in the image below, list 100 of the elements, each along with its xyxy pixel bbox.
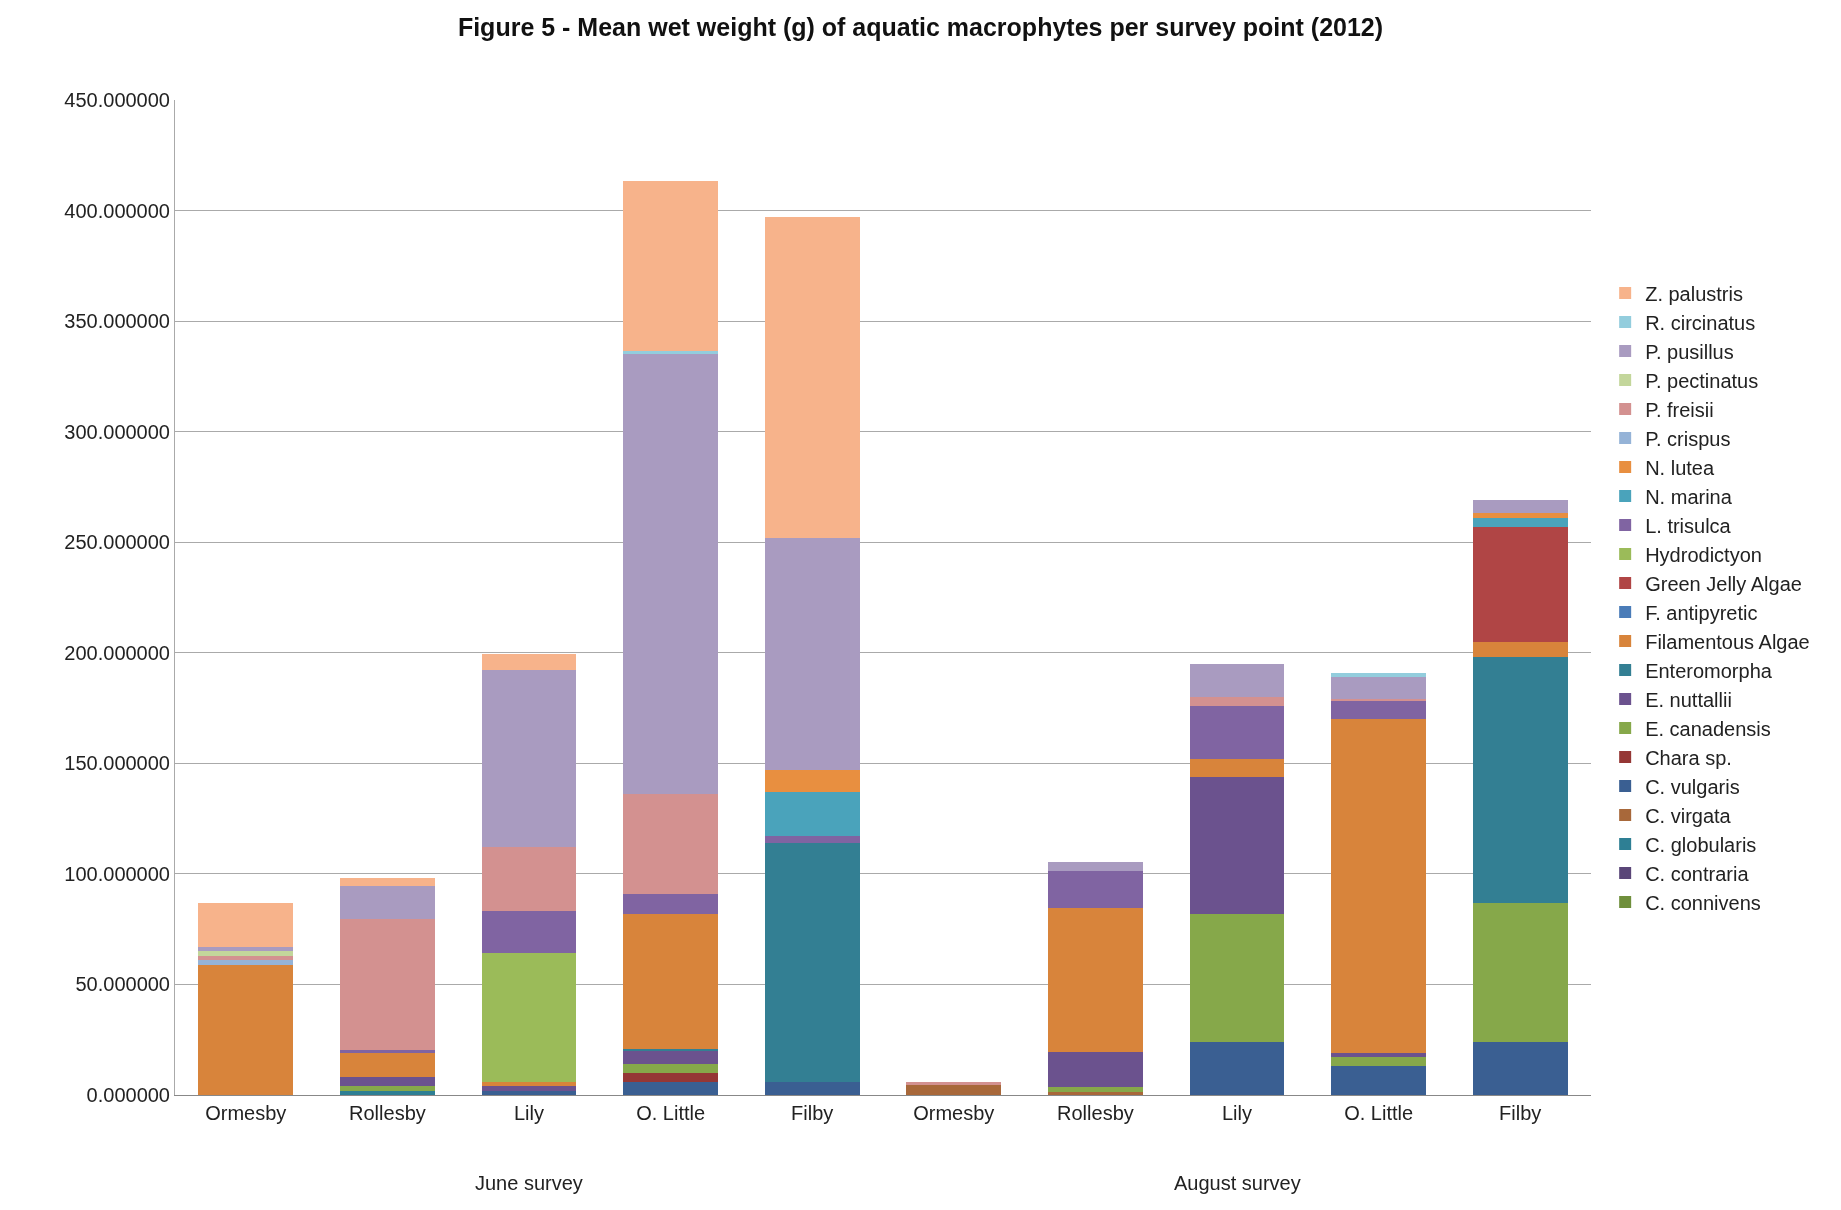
bar xyxy=(1047,870,1143,909)
legend-label: P. pusillus xyxy=(1645,340,1734,363)
bar xyxy=(1472,513,1568,518)
bar xyxy=(764,842,860,1082)
x-tick-label: O. Little xyxy=(1344,1102,1414,1124)
legend-label: C. virgata xyxy=(1645,804,1732,827)
bar xyxy=(339,886,435,920)
x-tick-label: Lily xyxy=(1221,1102,1253,1124)
bar xyxy=(623,354,719,795)
bar xyxy=(1047,1091,1143,1095)
x-tick-label: Rollesby xyxy=(1057,1102,1134,1124)
bar xyxy=(623,913,719,1049)
bar xyxy=(1472,517,1568,527)
bar xyxy=(1189,705,1285,759)
bar xyxy=(1331,719,1427,1053)
bar xyxy=(764,836,860,843)
y-tick-label: 100.000000 xyxy=(64,862,170,885)
bar xyxy=(764,537,860,770)
legend-label: Green Jelly Algae xyxy=(1645,572,1802,595)
bar xyxy=(1331,1057,1427,1067)
bar xyxy=(198,946,294,952)
text: June survey xyxy=(475,1172,583,1194)
bar xyxy=(1472,902,1568,1042)
legend-label: N. marina xyxy=(1645,485,1733,508)
bar xyxy=(481,1086,577,1091)
x-tick-label: Lily xyxy=(513,1102,545,1124)
bar xyxy=(1472,657,1568,903)
y-tick-label: 0.000000 xyxy=(86,1084,170,1106)
bar xyxy=(339,1052,435,1078)
bar xyxy=(623,1081,719,1095)
bar xyxy=(198,960,294,965)
x-tick-label: Rollesby xyxy=(349,1102,426,1124)
bar xyxy=(198,902,294,947)
bar xyxy=(764,217,860,538)
legend-label: P. pectinatus xyxy=(1645,369,1759,392)
bar xyxy=(764,792,860,837)
legend-label: C. contraria xyxy=(1645,862,1750,885)
bar xyxy=(623,1050,719,1065)
y-tick-label: 450.000000 xyxy=(64,89,170,111)
y-tick-label: 50.000000 xyxy=(75,973,170,996)
bar xyxy=(1189,776,1285,914)
legend-label: Filamentous Algae xyxy=(1645,630,1810,653)
bar xyxy=(623,893,719,914)
y-tick-label: 350.000000 xyxy=(64,310,170,333)
bar xyxy=(481,670,577,848)
legend-label: R. circinatus xyxy=(1645,311,1756,334)
legend-label: C. globularis xyxy=(1645,833,1757,856)
bar xyxy=(198,951,294,956)
y-tick-label: 300.000000 xyxy=(64,420,170,443)
bar xyxy=(481,911,577,954)
bar xyxy=(1472,500,1568,514)
bar xyxy=(1189,697,1285,706)
bar xyxy=(1047,908,1143,1052)
bar xyxy=(623,794,719,894)
bar xyxy=(481,953,577,1082)
bar xyxy=(481,1081,577,1087)
bar xyxy=(1189,663,1285,697)
x-tick-label: O. Little xyxy=(636,1102,706,1124)
bar xyxy=(339,1049,435,1053)
y-tick-label: 250.000000 xyxy=(64,531,170,554)
legend-label: E. canadensis xyxy=(1645,717,1771,740)
bar xyxy=(198,964,294,1095)
bar xyxy=(1047,1087,1143,1092)
bar xyxy=(1472,526,1568,642)
bar xyxy=(623,350,719,355)
bar xyxy=(1331,677,1427,700)
bar xyxy=(1189,913,1285,1042)
bar xyxy=(1472,641,1568,658)
legend-label: C. vulgaris xyxy=(1645,775,1740,798)
bar xyxy=(1047,1051,1143,1088)
bar xyxy=(1331,1066,1427,1095)
legend-label: Enteromorpha xyxy=(1645,659,1773,682)
bar xyxy=(339,1086,435,1091)
bar xyxy=(1331,701,1427,720)
legend-label: Chara sp. xyxy=(1645,746,1732,769)
x-tick-label: Ormesby xyxy=(913,1102,995,1124)
bar xyxy=(339,1077,435,1087)
legend-label: Z. palustris xyxy=(1645,282,1743,305)
legend-label: C. connivens xyxy=(1645,891,1761,914)
bar xyxy=(764,1081,860,1095)
chart-title: Figure 5 - Mean wet weight (g) of aquatic macrophytes per survey point (2012) xyxy=(457,12,1384,41)
bar xyxy=(339,878,435,887)
legend-label: E. nuttallii xyxy=(1645,688,1732,711)
bar xyxy=(906,1085,1002,1095)
bar xyxy=(1189,1041,1285,1095)
legend-label: P. freisii xyxy=(1645,398,1714,421)
bar xyxy=(623,1064,719,1073)
bar xyxy=(764,769,860,793)
bar xyxy=(623,1048,719,1051)
legend-label: L. trisulca xyxy=(1645,514,1732,537)
bar xyxy=(1047,861,1143,871)
bar xyxy=(481,847,577,912)
bar xyxy=(1331,1052,1427,1058)
bar xyxy=(1189,758,1285,777)
bar xyxy=(1472,1041,1568,1095)
legend-label: F. antipyretic xyxy=(1645,601,1758,624)
bar xyxy=(623,1072,719,1082)
text: August survey xyxy=(1174,1172,1301,1194)
bar xyxy=(1331,672,1427,678)
bar xyxy=(198,955,294,961)
